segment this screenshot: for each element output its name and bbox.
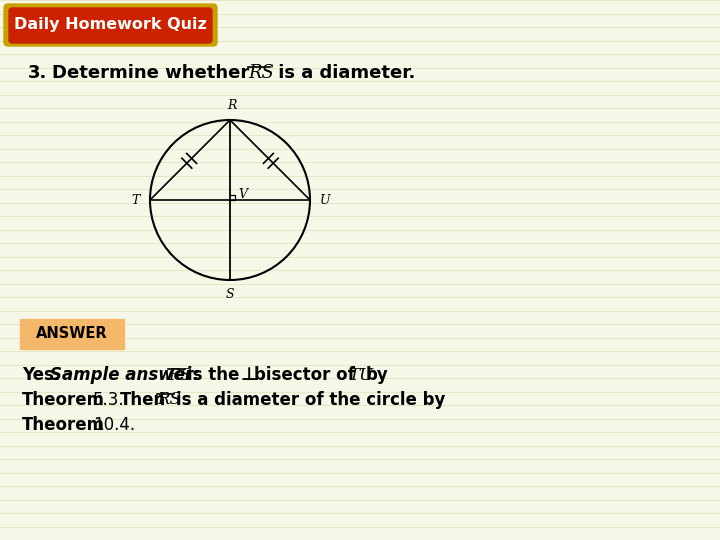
FancyBboxPatch shape	[4, 4, 217, 46]
Text: V: V	[238, 187, 247, 200]
Text: Theorem: Theorem	[22, 391, 105, 409]
Text: by: by	[366, 366, 389, 384]
Text: 10.4.: 10.4.	[93, 416, 135, 434]
Text: U: U	[320, 193, 330, 206]
FancyBboxPatch shape	[20, 319, 124, 349]
Text: R: R	[228, 99, 237, 112]
FancyBboxPatch shape	[9, 8, 212, 43]
Text: is a diameter.: is a diameter.	[272, 64, 415, 82]
Text: 5.3.: 5.3.	[93, 391, 125, 409]
Text: T: T	[132, 193, 140, 206]
Text: ⊥: ⊥	[240, 366, 256, 384]
Text: Sample answer:: Sample answer:	[50, 366, 199, 384]
Text: is a diameter of the circle by: is a diameter of the circle by	[176, 391, 446, 409]
Text: 3.: 3.	[28, 64, 48, 82]
Text: Daily Homework Quiz: Daily Homework Quiz	[14, 17, 207, 32]
Text: RS: RS	[157, 392, 181, 408]
Text: bisector of: bisector of	[254, 366, 355, 384]
Text: Yes.: Yes.	[22, 366, 60, 384]
Text: S: S	[225, 288, 234, 301]
Text: RS: RS	[168, 367, 192, 383]
Text: Theorem: Theorem	[22, 416, 105, 434]
Text: Determine whether: Determine whether	[52, 64, 256, 82]
Text: Then: Then	[120, 391, 166, 409]
Text: ANSWER: ANSWER	[36, 327, 108, 341]
Text: is the: is the	[187, 366, 239, 384]
Text: TU: TU	[348, 367, 373, 383]
Text: RS: RS	[248, 64, 274, 82]
